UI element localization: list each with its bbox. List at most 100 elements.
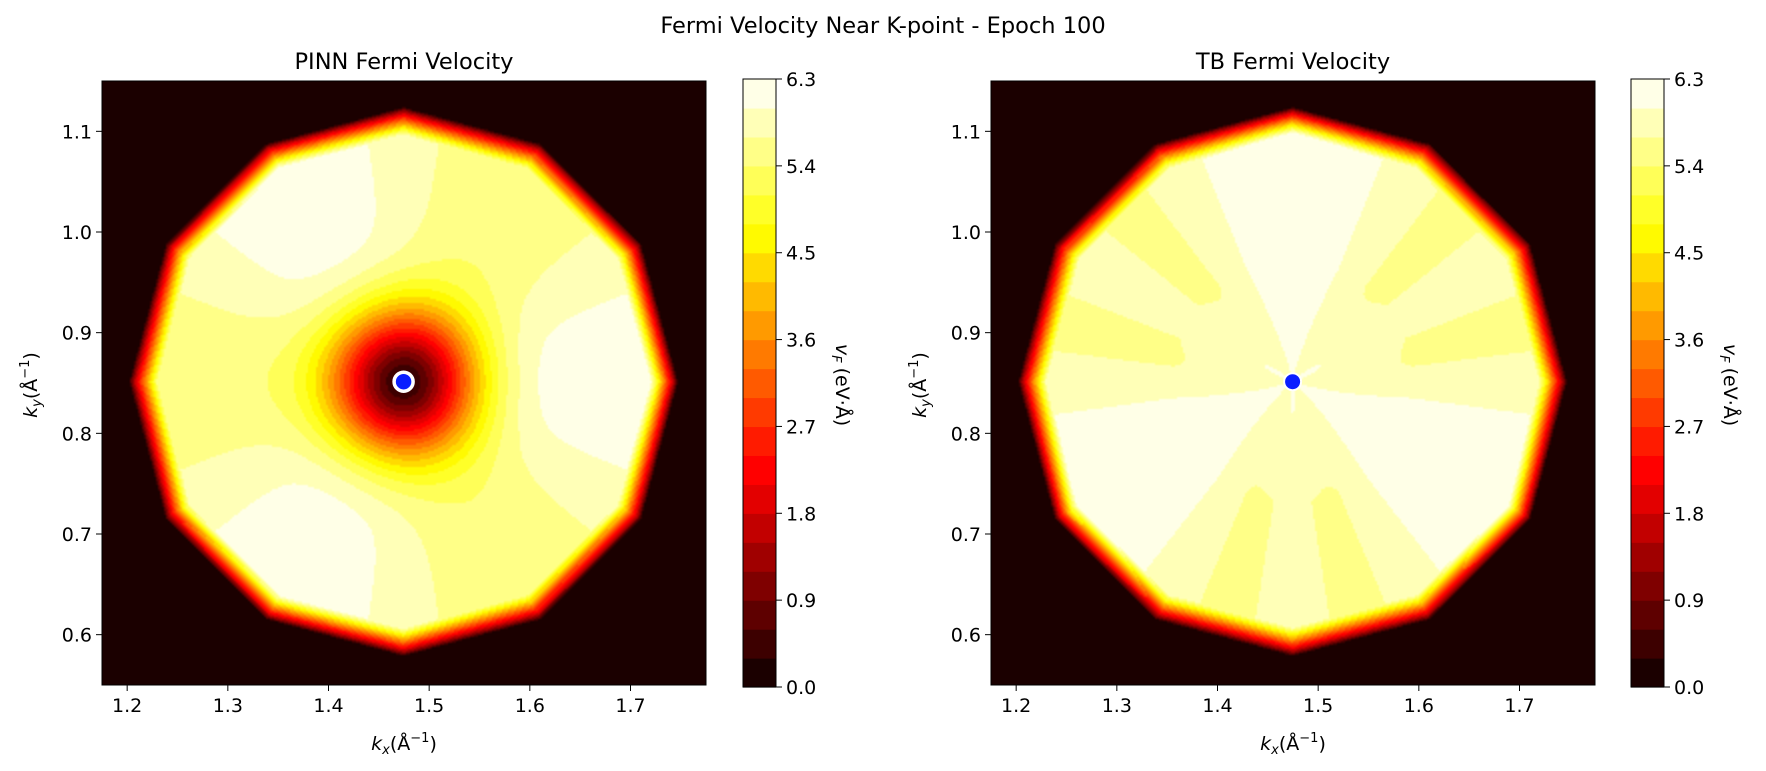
colorbar-band: [743, 107, 776, 138]
colorbar-band: [1631, 426, 1664, 456]
k-point-marker: [392, 370, 415, 393]
colorbar: 0.0 0.9 1.8 2.7 3.6 4.5 5.4 6.3: [1630, 69, 1704, 699]
colorbar-band: [743, 165, 776, 196]
panel-title: TB Fermi Velocity: [1195, 49, 1390, 75]
colorbar-band: [1631, 629, 1664, 659]
panel-pinn: PINN Fermi Velocity 1.2 1.3 1.4 1.5 1.6 1.7 0…: [18, 49, 854, 758]
colorbar-band: [1631, 165, 1664, 196]
k-point-marker: [1283, 372, 1303, 392]
x-tick-label: 1.4: [313, 695, 343, 717]
colorbar-band: [743, 571, 776, 601]
colorbar-band: [1631, 368, 1664, 399]
colorbar-band: [1631, 223, 1664, 254]
colorbar-tick-label: 2.7: [1674, 416, 1704, 438]
y-tick-label: 1.0: [62, 222, 92, 244]
y-axis: 0.6 0.7 0.8 0.9 1.0 1.1: [62, 121, 102, 647]
colorbar-tick-label: 0.0: [1674, 677, 1704, 699]
x-axis: 1.2 1.3 1.4 1.5 1.6 1.7: [1001, 685, 1535, 717]
colorbar-band: [1631, 571, 1664, 601]
colorbar-band: [1631, 136, 1664, 167]
colorbar-tick-label: 5.4: [1674, 156, 1704, 178]
plot-frame: [990, 80, 1596, 686]
x-tick-label: 1.4: [1202, 695, 1232, 717]
y-tick-label: 0.9: [62, 323, 92, 345]
y-tick-label: 1.1: [951, 121, 981, 143]
colorbar-tick-label: 1.8: [786, 503, 816, 525]
colorbar-band: [743, 658, 776, 688]
x-tick-label: 1.5: [1303, 695, 1333, 717]
colorbar-band: [743, 397, 776, 428]
colorbar-tick-label: 6.3: [786, 69, 816, 91]
y-axis-label: ky(Å−1): [907, 352, 934, 418]
colorbar-tick-label: 1.8: [1674, 503, 1704, 525]
colorbar-band: [1631, 658, 1664, 688]
colorbar-tick-label: 6.3: [1674, 69, 1704, 91]
colorbar-label: vF(eV·Å): [1716, 344, 1742, 426]
heatmap-plot: [101, 80, 707, 686]
x-tick-label: 1.6: [1404, 695, 1434, 717]
colorbar-band: [1631, 513, 1664, 543]
colorbar-band: [1631, 252, 1664, 283]
colorbar-tick-label: 4.5: [1674, 243, 1704, 265]
colorbar-band: [1631, 455, 1664, 485]
colorbar-band: [1631, 484, 1664, 514]
colorbar-band: [743, 310, 776, 341]
x-tick-label: 1.5: [414, 695, 444, 717]
colorbar: 0.0 0.9 1.8 2.7 3.6 4.5 5.4 6.3: [742, 69, 816, 699]
colorbar-band: [743, 484, 776, 514]
y-tick-label: 0.8: [62, 423, 92, 445]
colorbar-band: [743, 136, 776, 167]
colorbar-band: [1631, 542, 1664, 572]
colorbar-band: [743, 339, 776, 370]
x-axis-label: kx(Å−1): [371, 731, 437, 758]
plot-frame: [101, 80, 707, 686]
colorbar-tick-label: 0.0: [786, 677, 816, 699]
x-tick-label: 1.7: [1504, 695, 1534, 717]
colorbar-band: [743, 252, 776, 283]
y-tick-label: 0.7: [62, 524, 92, 546]
colorbar-tick-label: 3.6: [1674, 330, 1704, 352]
colorbar-band: [1631, 107, 1664, 138]
y-axis-label: ky(Å−1): [18, 352, 45, 418]
colorbar-band: [743, 194, 776, 225]
colorbar-band: [743, 600, 776, 630]
x-tick-label: 1.2: [1001, 695, 1031, 717]
y-tick-label: 1.0: [951, 222, 981, 244]
y-tick-label: 0.6: [951, 625, 981, 647]
x-axis: 1.2 1.3 1.4 1.5 1.6 1.7: [112, 685, 646, 717]
y-tick-label: 1.1: [62, 121, 92, 143]
colorbar-band: [1631, 310, 1664, 341]
colorbar-band: [743, 629, 776, 659]
colorbar-label: vF(eV·Å): [828, 344, 854, 426]
heatmap-plot: [990, 80, 1596, 686]
x-axis-label: kx(Å−1): [1260, 731, 1326, 758]
colorbar-band: [1631, 339, 1664, 370]
colorbar-frame: [742, 78, 777, 688]
colorbar-band: [743, 79, 776, 109]
figure-title: Fermi Velocity Near K-point - Epoch 100: [660, 13, 1105, 39]
panel-tb: TB Fermi Velocity 1.2 1.3 1.4 1.5 1.6 1.7 0.6…: [907, 49, 1742, 758]
colorbar-band: [743, 542, 776, 572]
colorbar-tick-label: 2.7: [786, 416, 816, 438]
y-tick-label: 0.9: [951, 323, 981, 345]
colorbar-tick-label: 4.5: [786, 243, 816, 265]
y-axis: 0.6 0.7 0.8 0.9 1.0 1.1: [951, 121, 991, 647]
x-tick-label: 1.7: [615, 695, 645, 717]
x-tick-label: 1.3: [213, 695, 243, 717]
colorbar-band: [1631, 79, 1664, 109]
colorbar-band: [1631, 281, 1664, 312]
y-tick-label: 0.7: [951, 524, 981, 546]
colorbar-frame: [1630, 78, 1665, 688]
panel-title: PINN Fermi Velocity: [294, 49, 513, 75]
colorbar-band: [743, 368, 776, 399]
colorbar-band: [743, 281, 776, 312]
x-tick-label: 1.2: [112, 695, 142, 717]
colorbar-band: [743, 223, 776, 254]
colorbar-tick-label: 3.6: [786, 330, 816, 352]
y-tick-label: 0.8: [951, 423, 981, 445]
colorbar-band: [743, 455, 776, 485]
colorbar-tick-label: 5.4: [786, 156, 816, 178]
colorbar-tick-label: 0.9: [786, 590, 816, 612]
y-tick-label: 0.6: [62, 625, 92, 647]
